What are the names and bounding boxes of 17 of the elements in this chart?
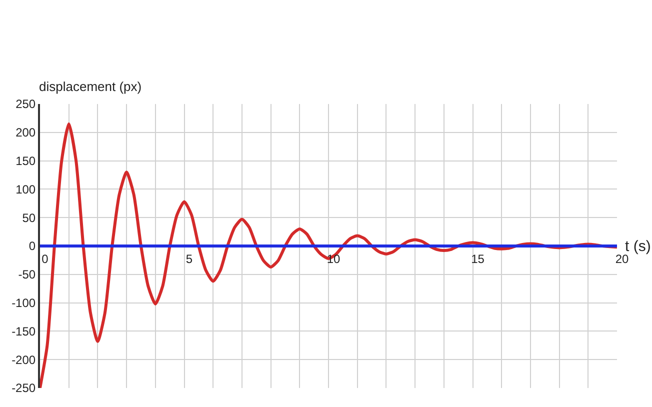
x-tick-label: 0 (42, 252, 49, 266)
y-tick-label: 150 (16, 154, 36, 168)
y-tick-label: 250 (16, 97, 36, 112)
y-tick-label: 100 (16, 182, 36, 196)
y-tick-label: 0 (28, 239, 36, 254)
y-tick-label: -100 (12, 296, 36, 310)
y-tick-label: 50 (22, 210, 36, 225)
y-tick-label: -200 (12, 352, 36, 367)
y-tick-label: -50 (18, 268, 36, 282)
x-tick-label: 15 (471, 252, 485, 266)
y-tick-label: -150 (12, 324, 36, 338)
x-tick-label: 20 (615, 252, 629, 266)
y-tick-label: -250 (12, 381, 36, 396)
y-axis-title: displacement (px) (39, 79, 142, 94)
y-tick-label: 200 (16, 126, 36, 140)
x-tick-label: 5 (186, 252, 193, 266)
x-axis-title: t (s) (625, 238, 651, 255)
